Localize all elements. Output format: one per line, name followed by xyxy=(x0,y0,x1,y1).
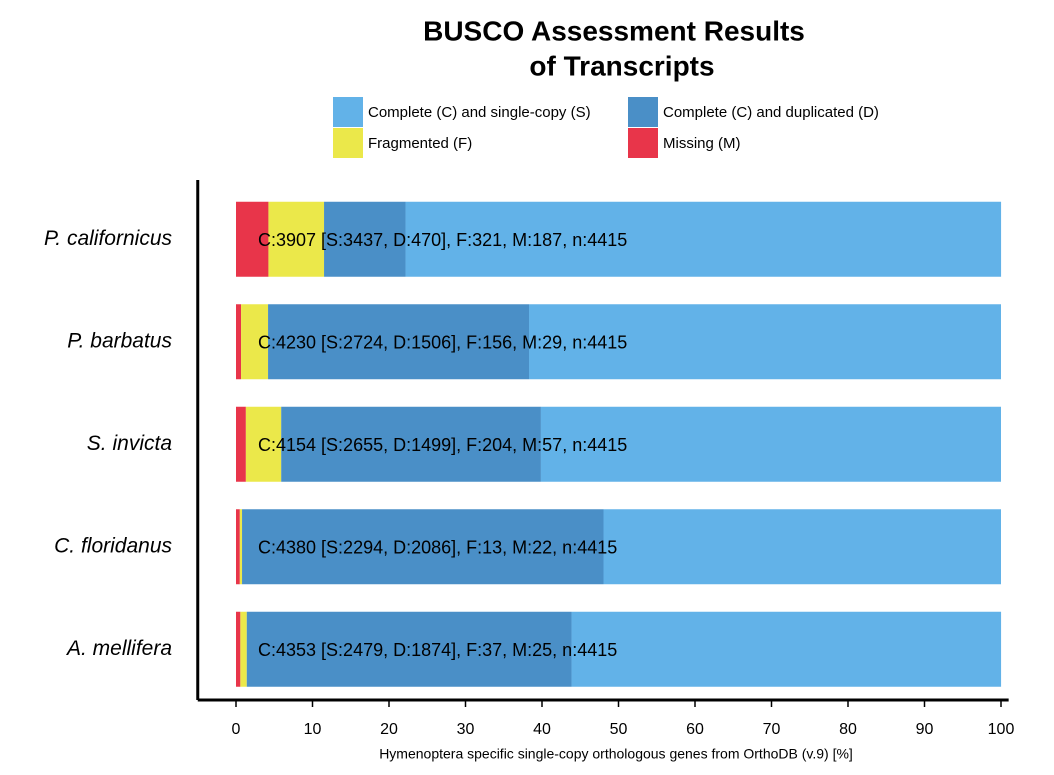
bar-segment xyxy=(241,304,269,380)
category-label: A. mellifera xyxy=(65,637,172,660)
x-tick-label: 30 xyxy=(457,721,475,738)
bar-segment xyxy=(571,611,1002,687)
bar-annotation: C:4353 [S:2479, D:1874], F:37, M:25, n:4… xyxy=(258,640,617,660)
bar-segment xyxy=(528,304,1001,380)
category-label: S. invicta xyxy=(87,432,172,455)
bar-segment xyxy=(240,611,247,687)
bar-segment xyxy=(236,304,242,380)
category-label: P. californicus xyxy=(44,227,173,250)
x-axis-label: Hymenoptera specific single-copy ortholo… xyxy=(379,746,853,762)
bar-segment xyxy=(246,611,572,687)
category-label: P. barbatus xyxy=(67,329,172,352)
bar-annotation: C:4230 [S:2724, D:1506], F:156, M:29, n:… xyxy=(258,333,627,353)
x-tick-label: 40 xyxy=(533,721,551,738)
bar-segment xyxy=(236,611,241,687)
bar-annotation: C:4380 [S:2294, D:2086], F:13, M:22, n:4… xyxy=(258,538,617,558)
legend-label: Fragmented (F) xyxy=(368,135,472,152)
bar-annotation: C:3907 [S:3437, D:470], F:321, M:187, n:… xyxy=(258,230,627,250)
x-tick-label: 10 xyxy=(304,721,322,738)
x-tick-label: 20 xyxy=(380,721,398,738)
bar-annotation: C:4154 [S:2655, D:1499], F:204, M:57, n:… xyxy=(258,435,627,455)
bar-segment xyxy=(540,406,1001,482)
legend-swatch xyxy=(628,128,658,158)
bar-segment xyxy=(281,406,541,482)
bar-segment xyxy=(268,304,529,380)
bar-segment xyxy=(245,406,282,482)
category-label: C. floridanus xyxy=(54,534,172,557)
legend-label: Complete (C) and duplicated (D) xyxy=(663,104,879,121)
x-tick-label: 50 xyxy=(610,721,628,738)
legend-swatch xyxy=(333,97,363,127)
legend-label: Complete (C) and single-copy (S) xyxy=(368,104,591,121)
bar-segment xyxy=(603,509,1001,585)
x-tick-label: 0 xyxy=(232,721,241,738)
bar-segment xyxy=(405,201,1002,277)
chart-title: of Transcripts xyxy=(529,50,714,81)
bar-segment xyxy=(236,406,246,482)
bar-segment xyxy=(239,509,243,585)
bar-segment xyxy=(236,201,269,277)
x-tick-label: 80 xyxy=(839,721,857,738)
legend-label: Missing (M) xyxy=(663,135,741,152)
bar-segment xyxy=(268,201,325,277)
x-tick-label: 70 xyxy=(763,721,781,738)
bar-segment xyxy=(242,509,604,585)
legend-swatch xyxy=(333,128,363,158)
x-tick-label: 90 xyxy=(916,721,934,738)
x-tick-label: 100 xyxy=(988,721,1015,738)
x-tick-label: 60 xyxy=(686,721,704,738)
chart-title: BUSCO Assessment Results xyxy=(423,15,805,46)
bar-segment xyxy=(324,201,406,277)
bar-segment xyxy=(236,509,240,585)
legend-swatch xyxy=(628,97,658,127)
